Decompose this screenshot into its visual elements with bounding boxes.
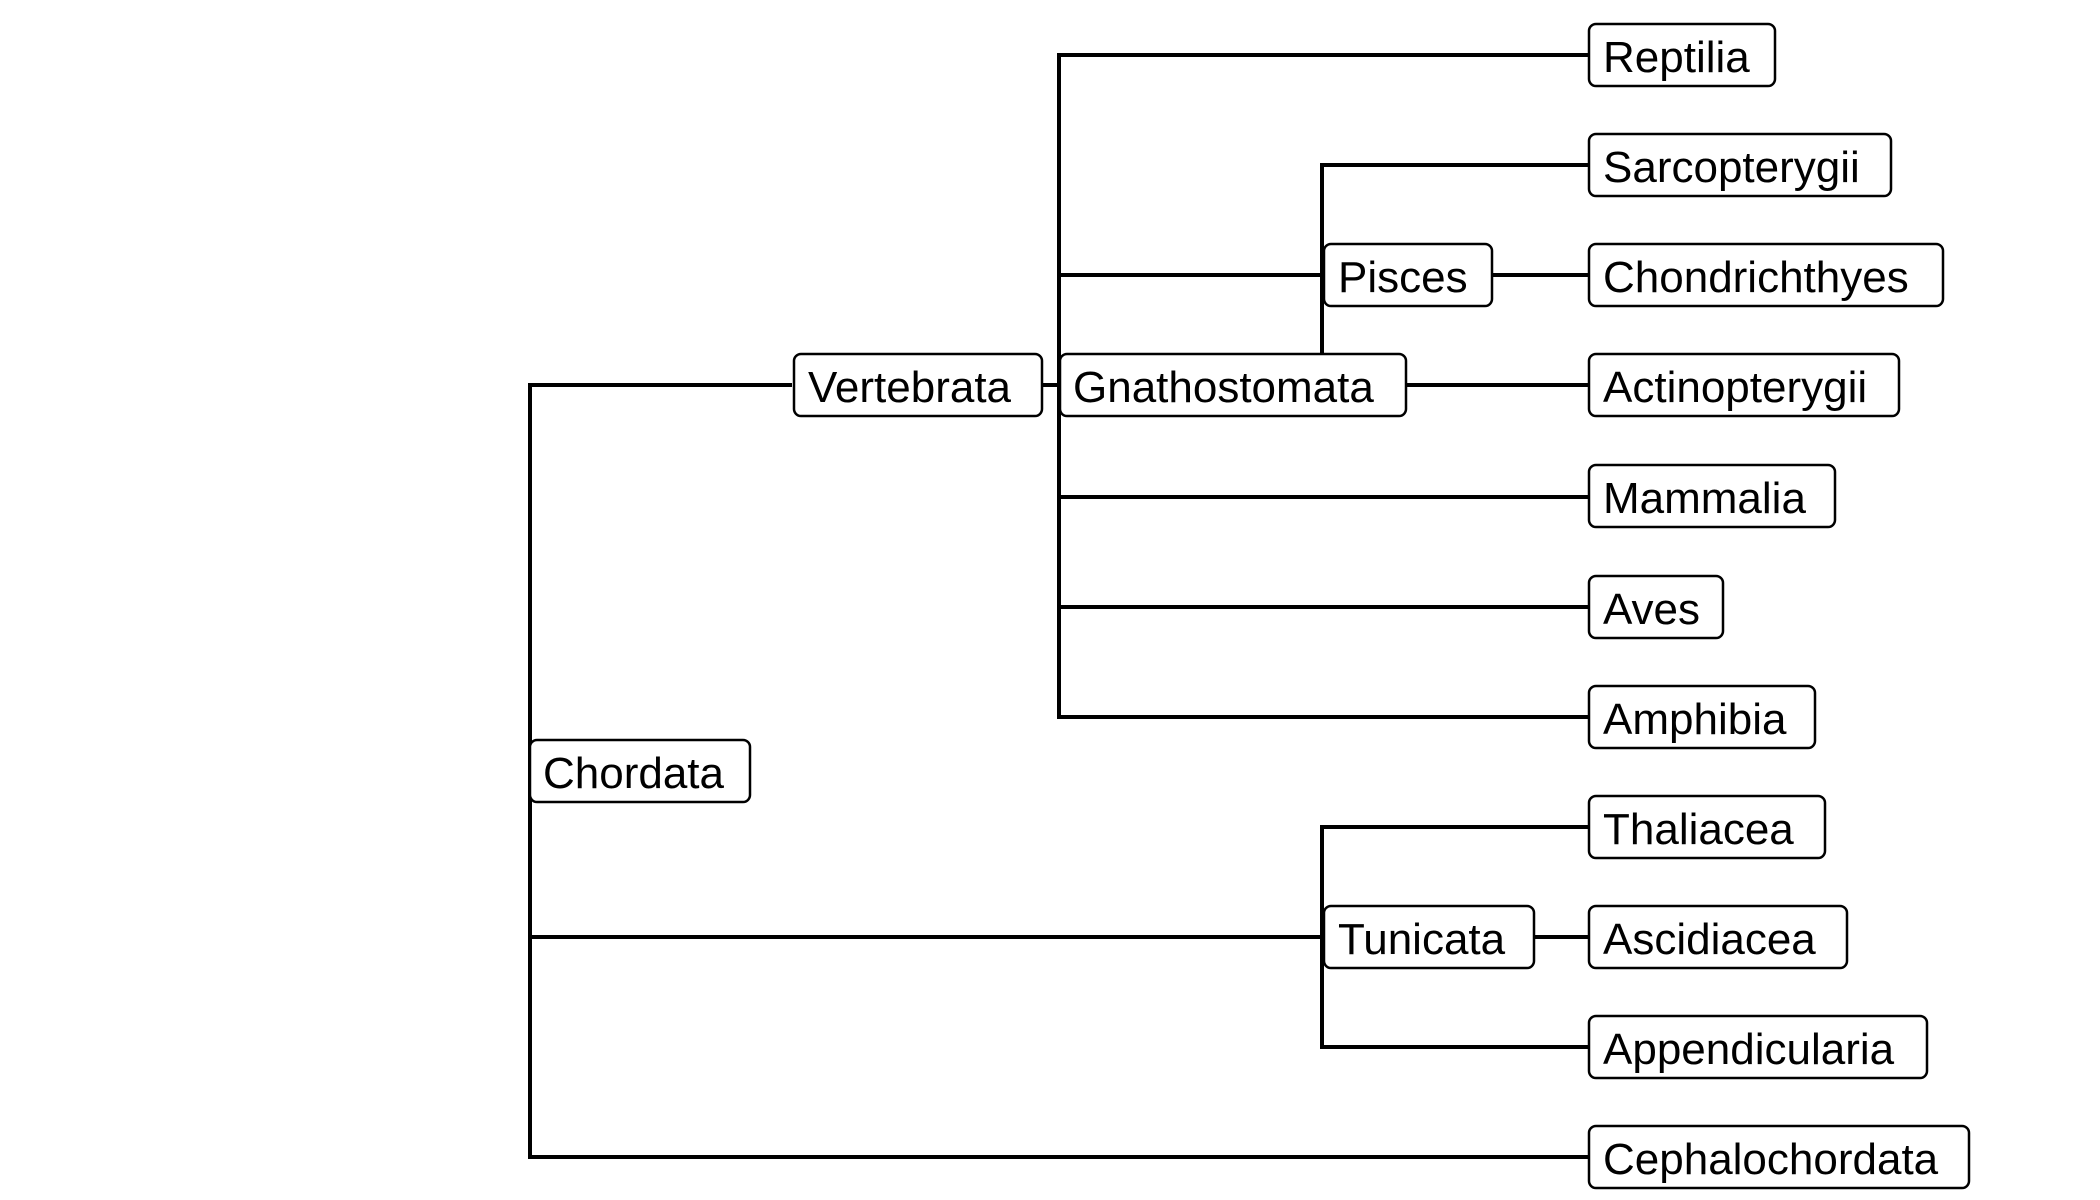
leaf-sarcopterygii-box	[1587, 132, 1893, 198]
leaf-sarcopterygii: Sarcopterygii	[1587, 132, 1893, 198]
leaf-amphibia-box	[1587, 684, 1817, 750]
leaf-thaliacea-label: Thaliacea	[1603, 805, 1794, 854]
leaf-aves: Aves	[1587, 574, 1725, 640]
leaf-appendicularia-box	[1587, 1014, 1929, 1080]
leaf-chondrichthyes-box	[1587, 242, 1945, 308]
node-gnathostomata-label: Gnathostomata	[1073, 363, 1374, 412]
leaf-thaliacea: Thaliacea	[1587, 794, 1827, 860]
leaf-ascidiacea-box	[1587, 904, 1849, 970]
node-gnathostomata-box	[1058, 352, 1408, 418]
node-gnathostomata: Gnathostomata	[1058, 352, 1408, 418]
leaf-actinopterygii: Actinopterygii	[1587, 352, 1901, 418]
leaf-appendicularia: Appendicularia	[1587, 1014, 1929, 1080]
node-pisces: Pisces	[1322, 242, 1494, 308]
node-vertebrata-label: Vertebrata	[808, 363, 1012, 412]
leaf-appendicularia-label: Appendicularia	[1603, 1025, 1895, 1074]
leaf-aves-box	[1587, 574, 1725, 640]
leaf-mammalia-label: Mammalia	[1603, 474, 1806, 523]
node-vertebrata: Vertebrata	[792, 352, 1044, 418]
leaf-aves-label: Aves	[1603, 585, 1700, 634]
leaf-sarcopterygii-label: Sarcopterygii	[1603, 143, 1860, 192]
leaf-chondrichthyes-label: Chondrichthyes	[1603, 253, 1909, 302]
node-tunicata-box	[1322, 904, 1536, 970]
tree-nodes: Chordata Vertebrata Gnathostomata Pisces…	[528, 22, 1971, 1190]
leaf-reptilia-box	[1587, 22, 1777, 88]
node-pisces-label: Pisces	[1338, 253, 1468, 302]
tree-edges	[528, 53, 1589, 1159]
node-tunicata: Tunicata	[1322, 904, 1536, 970]
node-vertebrata-box	[792, 352, 1044, 418]
leaf-actinopterygii-box	[1587, 352, 1901, 418]
leaf-actinopterygii-label: Actinopterygii	[1603, 363, 1867, 412]
leaf-cephalochordata-label: Cephalochordata	[1603, 1135, 1939, 1184]
leaf-cephalochordata-box	[1587, 1124, 1971, 1190]
leaf-reptilia: Reptilia	[1587, 22, 1777, 88]
leaf-mammalia: Mammalia	[1587, 463, 1837, 529]
leaf-cephalochordata: Cephalochordata	[1587, 1124, 1971, 1190]
leaf-mammalia-box	[1587, 463, 1837, 529]
node-chordata-box	[528, 738, 752, 804]
leaf-amphibia: Amphibia	[1587, 684, 1817, 750]
leaf-chondrichthyes: Chondrichthyes	[1587, 242, 1945, 308]
leaf-thaliacea-box	[1587, 794, 1827, 860]
node-pisces-box	[1322, 242, 1494, 308]
node-chordata-label: Chordata	[543, 749, 725, 798]
leaf-reptilia-label: Reptilia	[1603, 33, 1750, 82]
leaf-ascidiacea-label: Ascidiacea	[1603, 915, 1816, 964]
node-tunicata-label: Tunicata	[1338, 915, 1506, 964]
node-chordata: Chordata	[528, 738, 752, 804]
leaf-ascidiacea: Ascidiacea	[1587, 904, 1849, 970]
leaf-amphibia-label: Amphibia	[1603, 695, 1787, 744]
